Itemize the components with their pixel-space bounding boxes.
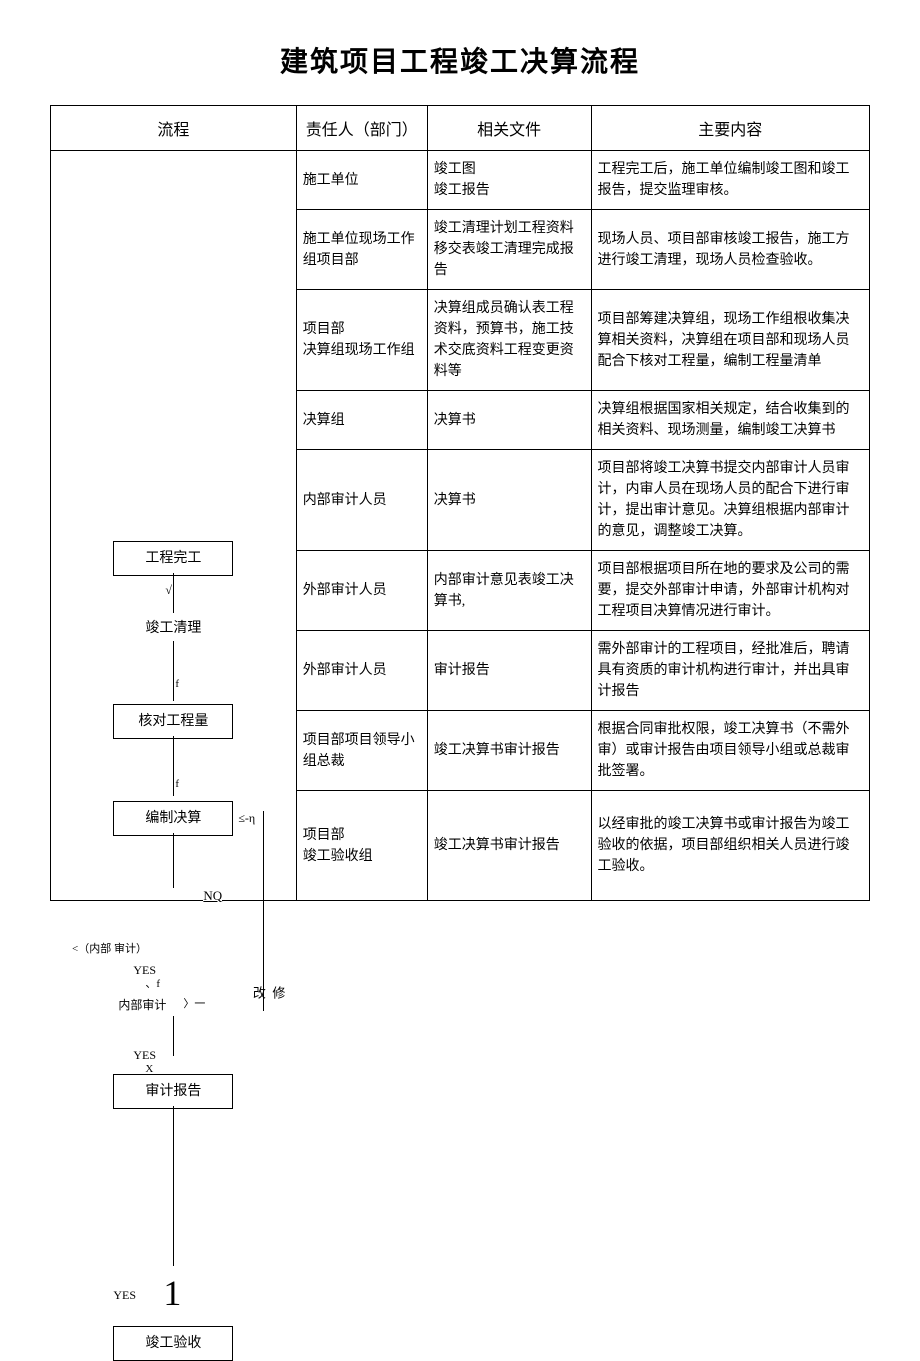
resp-cell: 内部审计人员 xyxy=(296,450,427,551)
docs-cell: 竣工决算书审计报告 xyxy=(427,791,591,901)
flow-modify-label: 修改 xyxy=(248,986,287,999)
resp-cell: 决算组 xyxy=(296,391,427,450)
docs-cell: 决算组成员确认表工程资料，预算书，施工技术交底资料工程变更资料等 xyxy=(427,290,591,391)
flow-connector-f: f xyxy=(175,676,179,693)
content-cell: 项目部将竣工决算书提交内部审计人员审计，内审人员在现场人员的配合下进行审计，提出… xyxy=(591,450,869,551)
page-title: 建筑项目工程竣工决算流程 xyxy=(50,40,870,80)
content-cell: 以经审批的竣工决算书或审计报告为竣工验收的依据，项目部组织相关人员进行竣工验收。 xyxy=(591,791,869,901)
docs-cell: 审计报告 xyxy=(427,631,591,711)
resp-cell: 施工单位现场工作组项目部 xyxy=(296,210,427,290)
docs-cell: 竣工清理计划工程资料移交表竣工清理完成报告 xyxy=(427,210,591,290)
header-responsible: 责任人（部门） xyxy=(296,106,427,151)
content-cell: 现场人员、项目部审核竣工报告，施工方进行竣工清理，现场人员检查验收。 xyxy=(591,210,869,290)
flow-connector-f3: 、f xyxy=(145,976,160,993)
table-row: 工程完工 √ 竣工清理 f 核对工程量 f 编制决算 ≤-η NQ <（内部 审… xyxy=(51,151,870,210)
process-table: 流程 责任人（部门） 相关文件 主要内容 工程完工 √ 竣工清理 f 核对工程量… xyxy=(50,105,870,901)
resp-cell: 施工单位 xyxy=(296,151,427,210)
header-docs: 相关文件 xyxy=(427,106,591,151)
flow-box-complete: 工程完工 xyxy=(113,541,233,576)
flowchart-cell: 工程完工 √ 竣工清理 f 核对工程量 f 编制决算 ≤-η NQ <（内部 审… xyxy=(51,151,297,901)
docs-cell: 决算书 xyxy=(427,450,591,551)
resp-cell: 项目部 竣工验收组 xyxy=(296,791,427,901)
flow-side-label: ≤-η xyxy=(238,809,255,827)
resp-cell: 外部审计人员 xyxy=(296,551,427,631)
content-cell: 工程完工后，施工单位编制竣工图和竣工报告，提交监理审核。 xyxy=(591,151,869,210)
docs-cell: 内部审计意见表竣工决算书, xyxy=(427,551,591,631)
flow-one: 1 xyxy=(163,1266,181,1320)
docs-cell: 决算书 xyxy=(427,391,591,450)
flow-box-acceptance: 竣工验收 xyxy=(113,1326,233,1361)
resp-cell: 外部审计人员 xyxy=(296,631,427,711)
flow-box-compile: 编制决算 xyxy=(113,801,233,836)
content-cell: 决算组根据国家相关规定，结合收集到的相关资料、现场测量，编制竣工决算书 xyxy=(591,391,869,450)
content-cell: 根据合同审批权限，竣工决算书（不需外审）或审计报告由项目领导小组或总裁审批签署。 xyxy=(591,711,869,791)
resp-cell: 项目部项目领导小组总裁 xyxy=(296,711,427,791)
docs-cell: 竣工决算书审计报告 xyxy=(427,711,591,791)
flow-box-verify: 核对工程量 xyxy=(113,704,233,739)
flow-nq-label: NQ xyxy=(203,886,222,906)
flow-box-cleanup: 竣工清理 xyxy=(113,618,233,639)
flow-box-audit-report: 审计报告 xyxy=(113,1074,233,1109)
flow-internal-audit: 内部审计 xyxy=(118,996,166,1014)
content-cell: 需外部审计的工程项目，经批准后，聘请具有资质的审计机构进行审计，并出具审计报告 xyxy=(591,631,869,711)
resp-cell: 项目部 决算组现场工作组 xyxy=(296,290,427,391)
header-content: 主要内容 xyxy=(591,106,869,151)
content-cell: 项目部筹建决算组，现场工作组根收集决算相关资料，决算组在项目部和现场人员配合下核… xyxy=(591,290,869,391)
flow-feedback-line xyxy=(263,811,264,1011)
docs-cell: 竣工图 竣工报告 xyxy=(427,151,591,210)
header-flow: 流程 xyxy=(51,106,297,151)
flow-connector-f2: f xyxy=(175,776,179,793)
flow-arrow-right: 〉一 xyxy=(183,996,205,1013)
flow-internal-audit-text: <（内部 审计） xyxy=(72,941,147,958)
flow-check-mark: √ xyxy=(165,581,172,599)
content-cell: 项目部根据项目所在地的要求及公司的需要，提交外部审计申请，外部审计机构对工程项目… xyxy=(591,551,869,631)
